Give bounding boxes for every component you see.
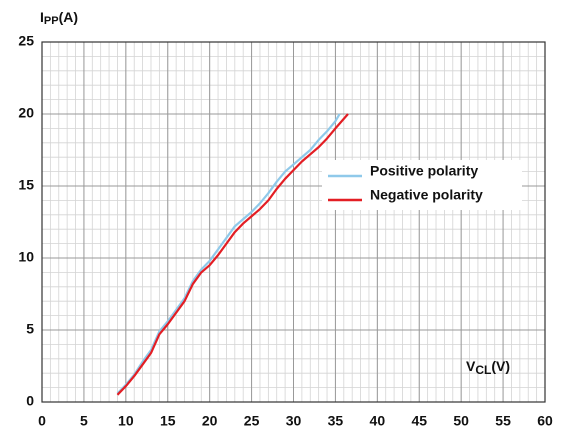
series-line <box>116 113 349 396</box>
legend-box <box>322 160 522 210</box>
x-tick-label: 45 <box>411 413 427 429</box>
y-tick-label: 25 <box>18 33 34 49</box>
y-tick-label: 5 <box>26 321 34 337</box>
x-tick-label: 55 <box>495 413 511 429</box>
x-tick-label: 25 <box>244 413 260 429</box>
y-label-main: I <box>40 9 44 25</box>
y-tick-label: 10 <box>18 249 34 265</box>
x-label-sub: CL <box>475 363 491 377</box>
x-tick-label: 50 <box>453 413 469 429</box>
y-label-unit: (A) <box>59 9 78 25</box>
y-tick-label: 15 <box>18 177 34 193</box>
x-label-unit: (V) <box>491 358 510 374</box>
series-line <box>116 113 341 395</box>
x-tick-label: 60 <box>537 413 553 429</box>
legend-label: Positive polarity <box>370 163 478 179</box>
y-label-sub: PP <box>44 15 59 27</box>
x-tick-label: 35 <box>328 413 344 429</box>
x-tick-label: 5 <box>80 413 88 429</box>
x-tick-label: 20 <box>202 413 218 429</box>
plot: 0 5 10 15 20 25 30 35 40 45 50 55 60 0 5 10 15 20 25 Positi… <box>18 33 553 429</box>
plot-frame <box>41 41 546 403</box>
x-label-main: V <box>466 358 476 374</box>
x-tick-label: 0 <box>38 413 46 429</box>
y-axis-label: IPP(A) <box>40 9 78 27</box>
x-tick-label: 40 <box>370 413 386 429</box>
x-tick-label: 30 <box>286 413 302 429</box>
x-tick-label: 15 <box>160 413 176 429</box>
x-axis-label: VCL(V) <box>466 358 510 377</box>
x-tick-label: 10 <box>118 413 134 429</box>
y-tick-label: 20 <box>18 105 34 121</box>
y-tick-label: 0 <box>26 393 34 409</box>
legend-label: Negative polarity <box>370 187 483 203</box>
